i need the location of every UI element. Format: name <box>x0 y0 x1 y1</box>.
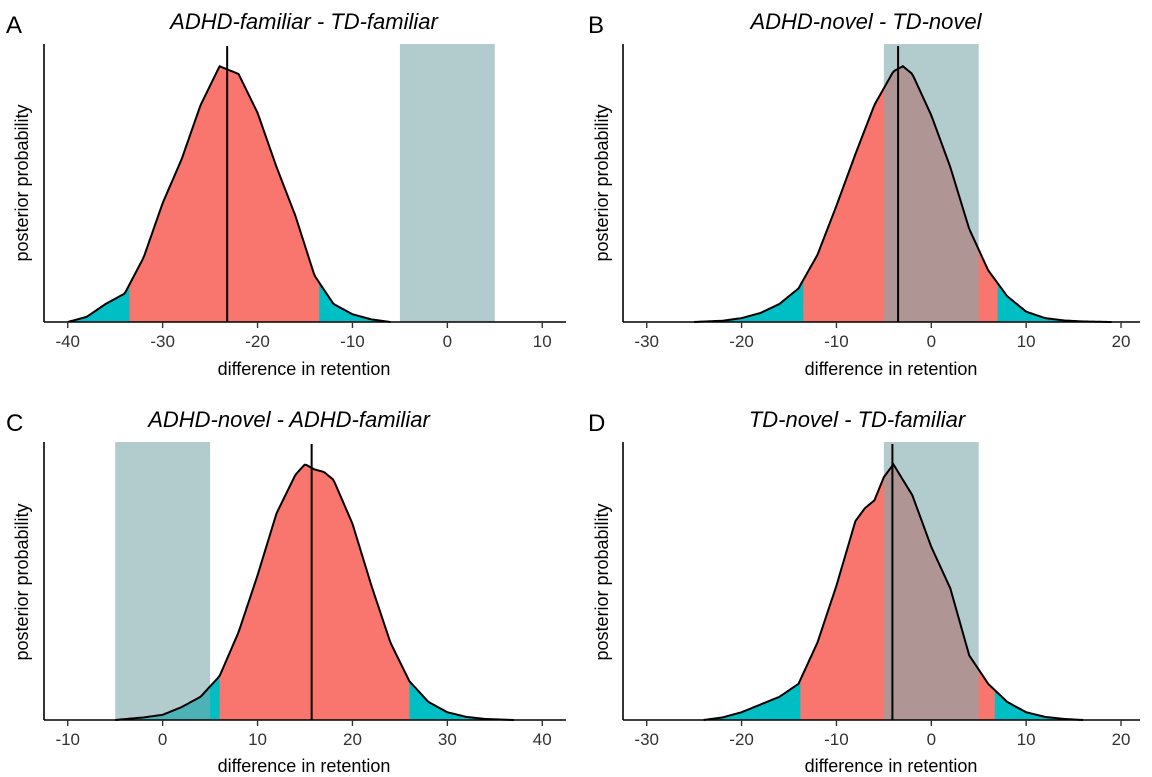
panel-letter: D <box>588 410 605 437</box>
x-tick-label: -10 <box>55 730 80 749</box>
panel-b: B ADHD-novel - TD-novel posterior probab… <box>588 9 1140 379</box>
density-curve <box>115 463 514 721</box>
x-tick-label: -30 <box>150 332 175 351</box>
x-tick-label: -20 <box>729 730 754 749</box>
x-axis-title: difference in retention <box>805 359 978 379</box>
panel-letter: B <box>588 12 604 39</box>
x-tick-label: -40 <box>55 332 80 351</box>
x-tick-label: 0 <box>158 730 167 749</box>
x-tick-label: -20 <box>729 332 754 351</box>
density-curve <box>694 65 1112 323</box>
plot-area: -40 -30 -20 -10 0 10 <box>43 44 566 351</box>
panel-letter: C <box>6 410 23 437</box>
plot-area: -30 -20 -10 0 10 20 <box>622 442 1140 749</box>
y-axis-title: posterior probability <box>12 104 32 261</box>
x-tick-label: 10 <box>533 332 552 351</box>
rope-band <box>883 44 979 322</box>
x-tick-label: 20 <box>1112 332 1131 351</box>
panel-title: ADHD-familiar - TD-familiar <box>168 9 439 34</box>
x-tick-label: 30 <box>438 730 457 749</box>
x-tick-label: -30 <box>634 730 659 749</box>
y-axis-title: posterior probability <box>12 503 32 660</box>
y-axis-title: posterior probability <box>592 104 612 261</box>
panel-c: C ADHD-novel - ADHD-familiar posterior p… <box>6 407 566 776</box>
x-tick-label: 20 <box>1112 730 1131 749</box>
x-tick-label: -10 <box>824 332 849 351</box>
rope-band <box>883 442 979 720</box>
x-tick-label: -10 <box>824 730 849 749</box>
x-tick-label: 10 <box>248 730 267 749</box>
rope-band <box>399 44 495 322</box>
plot-area: -30 -20 -10 0 10 20 <box>622 44 1140 351</box>
x-tick-label: 0 <box>443 332 452 351</box>
panel-a: A ADHD-familiar - TD-familiar posterior … <box>6 9 566 379</box>
panel-title: TD-novel - TD-familiar <box>749 407 967 432</box>
credible-interval-area <box>219 464 410 720</box>
panel-d: D TD-novel - TD-familiar posterior proba… <box>588 407 1140 776</box>
x-tick-label: -20 <box>245 332 270 351</box>
x-tick-label: 20 <box>343 730 362 749</box>
x-tick-label: 10 <box>1017 332 1036 351</box>
x-tick-label: 10 <box>1017 730 1036 749</box>
x-tick-label: -10 <box>340 332 365 351</box>
panel-title: ADHD-novel - ADHD-familiar <box>146 407 431 432</box>
x-tick-label: 40 <box>533 730 552 749</box>
density-curve <box>67 65 391 323</box>
x-tick-label: -30 <box>634 332 659 351</box>
credible-interval-area <box>129 66 320 322</box>
x-axis-title: difference in retention <box>218 756 391 776</box>
plot-area: -10 0 10 20 30 40 <box>43 442 566 749</box>
x-axis-title: difference in retention <box>805 756 978 776</box>
x-axis-title: difference in retention <box>218 359 391 379</box>
panel-title: ADHD-novel - TD-novel <box>748 9 982 34</box>
panel-letter: A <box>6 12 22 39</box>
x-tick-label: 0 <box>927 730 936 749</box>
y-axis-title: posterior probability <box>592 503 612 660</box>
x-tick-label: 0 <box>927 332 936 351</box>
rope-band <box>115 442 211 720</box>
